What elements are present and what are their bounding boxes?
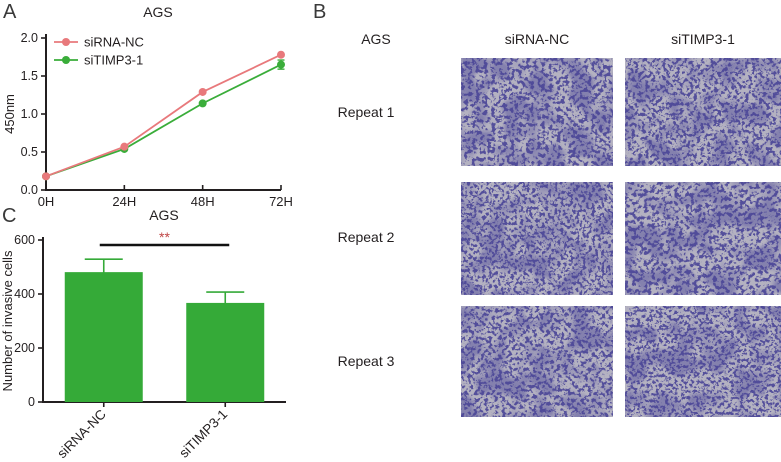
data-point-siRNA-NC <box>120 142 129 151</box>
legend-marker <box>62 38 70 46</box>
cell-speckle-layer <box>625 306 781 417</box>
chart-a-title: AGS <box>143 4 173 20</box>
panel-b-label: B <box>313 1 327 23</box>
chart-c-y-axis-title: Number of invasive cells <box>0 250 15 391</box>
panel-b-group-label: AGS <box>361 31 391 47</box>
chart-c-y-tick-label: 600 <box>14 233 35 247</box>
panel-b-row-label-repeat-1: Repeat 1 <box>337 104 395 120</box>
proliferation-line-chart: AGS 0.0 0.5 1.0 1.5 2.0 0H 24H 48H 72H 450nm siRNA-… <box>2 4 293 209</box>
chart-c-y-tick-label: 0 <box>28 395 35 409</box>
legend-marker <box>62 56 70 64</box>
data-point-siRNA-NC <box>277 50 285 59</box>
chart-a-y-axis-title: 450nm <box>2 94 17 134</box>
data-point-siTIMP3-1 <box>277 60 285 69</box>
stained-cells-texture <box>461 58 613 166</box>
chart-c-x-tick-label: siTIMP3-1 <box>176 407 230 461</box>
significance-stars: ** <box>159 229 170 245</box>
chart-a-y-tick-label: 0.0 <box>21 183 38 197</box>
micrograph-repeat2-sirna-nc <box>461 182 613 295</box>
micrograph-repeat1-sirna-nc <box>461 58 613 166</box>
stained-cells-texture <box>625 182 781 295</box>
chart-c-y-tick-label: 400 <box>14 287 35 301</box>
data-point-siTIMP3-1 <box>198 99 207 108</box>
micrograph-repeat3-sitimp3-1 <box>625 306 781 417</box>
data-point-siRNA-NC <box>198 87 207 96</box>
micrograph-repeat3-sirna-nc <box>461 306 613 417</box>
series-line-siRNA-NC <box>45 53 282 178</box>
chart-a-y-tick-label: 1.0 <box>21 107 38 121</box>
invasion-bar-chart: AGS 0 200 400 600 Number of invasive cells siR… <box>0 207 286 461</box>
panel-c-label: C <box>2 205 17 227</box>
chart-c-title: AGS <box>149 207 179 223</box>
legend-label: siTIMP3-1 <box>84 53 143 68</box>
cell-speckle-layer <box>461 182 613 295</box>
cell-speckle-layer <box>625 182 781 295</box>
legend-label: siRNA-NC <box>84 35 144 50</box>
chart-a-y-tick-label: 2.0 <box>21 31 38 45</box>
bar-siRNA-NC <box>64 272 143 402</box>
chart-a-x-tick-label: 48H <box>191 194 215 209</box>
panel-b-col-header-sirna-nc: siRNA-NC <box>504 31 570 47</box>
stained-cells-texture <box>625 58 781 166</box>
chart-a-x-tick-label: 24H <box>112 194 136 209</box>
chart-a-x-tick-label: 0H <box>38 194 55 209</box>
stained-cells-texture <box>461 182 613 295</box>
chart-a-y-tick-label: 1.5 <box>21 69 38 83</box>
panel-b-col-header-sitimp3-1: siTIMP3-1 <box>671 31 735 47</box>
cell-speckle-layer <box>461 306 613 417</box>
stained-cells-texture <box>461 306 613 417</box>
chart-a-y-tick-label: 0.5 <box>21 145 38 159</box>
series-line-siTIMP3-1 <box>45 63 282 178</box>
micrograph-repeat2-sitimp3-1 <box>625 182 781 295</box>
cell-speckle-layer <box>625 58 781 166</box>
chart-c-x-tick-label: siRNA-NC <box>54 406 109 461</box>
panel-b-row-label-repeat-3: Repeat 3 <box>337 353 395 369</box>
bar-siTIMP3-1 <box>186 302 265 402</box>
panel-a-label: A <box>3 1 17 23</box>
chart-c-y-tick-label: 200 <box>14 341 35 355</box>
stained-cells-texture <box>625 306 781 417</box>
panel-b-row-label-repeat-2: Repeat 2 <box>337 229 395 245</box>
cell-speckle-layer <box>461 58 613 166</box>
micrograph-repeat1-sitimp3-1 <box>625 58 781 166</box>
data-point-siRNA-NC <box>42 172 50 181</box>
chart-a-x-tick-label: 72H <box>269 194 293 209</box>
